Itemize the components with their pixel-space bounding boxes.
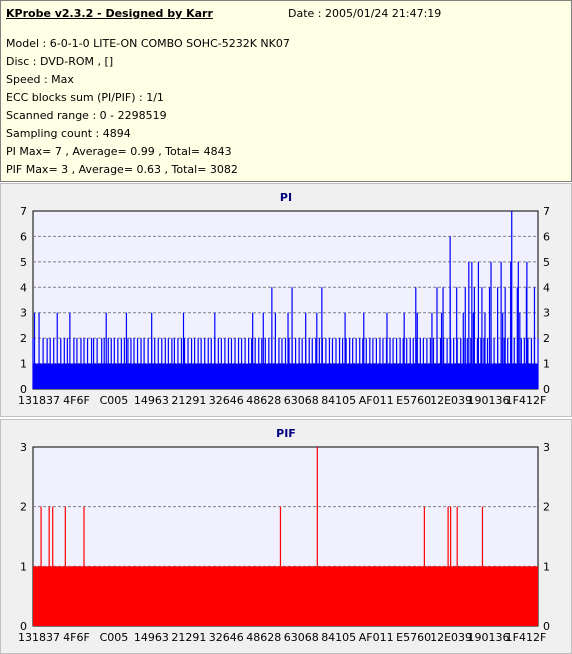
x-tick-label: 21291: [171, 631, 206, 644]
pi-chart-panel: PI 0 0 1 1 2 2 3 3 4 4 5 5 6 6 7 7 131837 4F6F C005 14963 212…: [0, 183, 572, 417]
y-tick-label-left: 2: [20, 332, 27, 345]
x-tick-label: 131837: [18, 394, 60, 407]
x-tick-label: 32646: [209, 394, 244, 407]
y-tick-label-left: 3: [20, 441, 27, 454]
y-tick-label-right: 1: [543, 358, 550, 371]
pi-summary-line: PI Max= 7 , Average= 0.99 , Total= 4843: [6, 145, 232, 158]
x-tick-label: 190136: [468, 394, 510, 407]
y-tick-label-left: 3: [20, 307, 27, 320]
x-tick-label: 1F412F: [506, 394, 547, 407]
y-tick-label-right: 0: [543, 383, 550, 396]
y-tick-label-right: 6: [543, 230, 550, 243]
x-tick-label: AF011: [359, 631, 394, 644]
x-tick-label: 4F6F: [63, 394, 90, 407]
x-tick-label: 12E039: [430, 631, 472, 644]
x-tick-label: 48628: [246, 631, 281, 644]
x-tick-label: 21291: [171, 394, 206, 407]
y-tick-label-right: 7: [543, 205, 550, 218]
y-tick-label-right: 4: [543, 281, 550, 294]
x-tick-label: AF011: [359, 394, 394, 407]
chart-title: PI: [280, 191, 292, 204]
pif-chart-panel: PIF 0 0 1 1 2 2 3 3 131837 4F6F C005 14963 21291 32646…: [0, 419, 572, 654]
x-tick-label: 48628: [246, 394, 281, 407]
scan-date: Date : 2005/01/24 21:47:19: [288, 7, 442, 20]
baseline-band: [33, 566, 538, 626]
y-tick-label-right: 0: [543, 620, 550, 633]
x-tick-label: 12E039: [430, 394, 472, 407]
x-tick-label: 4F6F: [63, 631, 90, 644]
y-tick-label-right: 5: [543, 256, 550, 269]
pif-chart: PIF 0 0 1 1 2 2 3 3 131837 4F6F C005 14963 21291 32646…: [18, 427, 550, 644]
y-tick-label-left: 1: [20, 560, 27, 573]
ecc-line: ECC blocks sum (PI/PIF) : 1/1: [6, 91, 164, 104]
y-tick-label-right: 1: [543, 560, 550, 573]
x-tick-label: 14963: [134, 631, 169, 644]
x-tick-label: 84105: [321, 631, 356, 644]
speed-line: Speed : Max: [6, 73, 74, 86]
x-tick-label: 63068: [284, 394, 319, 407]
pi-chart: PI 0 0 1 1 2 2 3 3 4 4 5 5 6 6 7 7 131837 4F6F C005 14963 212…: [18, 191, 550, 407]
x-tick-label: 84105: [321, 394, 356, 407]
x-tick-label: 190136: [468, 631, 510, 644]
x-tick-label: C005: [100, 394, 129, 407]
y-tick-label-right: 3: [543, 441, 550, 454]
chart-title: PIF: [276, 427, 296, 440]
y-tick-label-right: 2: [543, 332, 550, 345]
model-line: Model : 6-0-1-0 LITE-ON COMBO SOHC-5232K…: [6, 37, 290, 50]
pif-summary-line: PIF Max= 3 , Average= 0.63 , Total= 3082: [6, 163, 238, 176]
x-tick-label: 63068: [284, 631, 319, 644]
y-tick-label-left: 7: [20, 205, 27, 218]
x-tick-label: 131837: [18, 631, 60, 644]
x-tick-label: E5760: [396, 394, 431, 407]
sampling-line: Sampling count : 4894: [6, 127, 131, 140]
app-title: KProbe v2.3.2 - Designed by Karr: [6, 7, 213, 20]
x-tick-label: 1F412F: [506, 631, 547, 644]
y-tick-label-left: 0: [20, 620, 27, 633]
y-tick-label-right: 3: [543, 307, 550, 320]
x-tick-label: C005: [100, 631, 129, 644]
y-tick-label-left: 6: [20, 230, 27, 243]
disc-line: Disc : DVD-ROM , []: [6, 55, 114, 68]
y-tick-label-left: 1: [20, 358, 27, 371]
y-tick-label-left: 2: [20, 501, 27, 514]
x-tick-label: E5760: [396, 631, 431, 644]
y-tick-label-right: 2: [543, 501, 550, 514]
range-line: Scanned range : 0 - 2298519: [6, 109, 167, 122]
y-tick-label-left: 0: [20, 383, 27, 396]
x-tick-label: 14963: [134, 394, 169, 407]
y-tick-label-left: 4: [20, 281, 27, 294]
x-tick-label: 32646: [209, 631, 244, 644]
info-panel: KProbe v2.3.2 - Designed by Karr Date : …: [0, 0, 572, 182]
y-tick-label-left: 5: [20, 256, 27, 269]
